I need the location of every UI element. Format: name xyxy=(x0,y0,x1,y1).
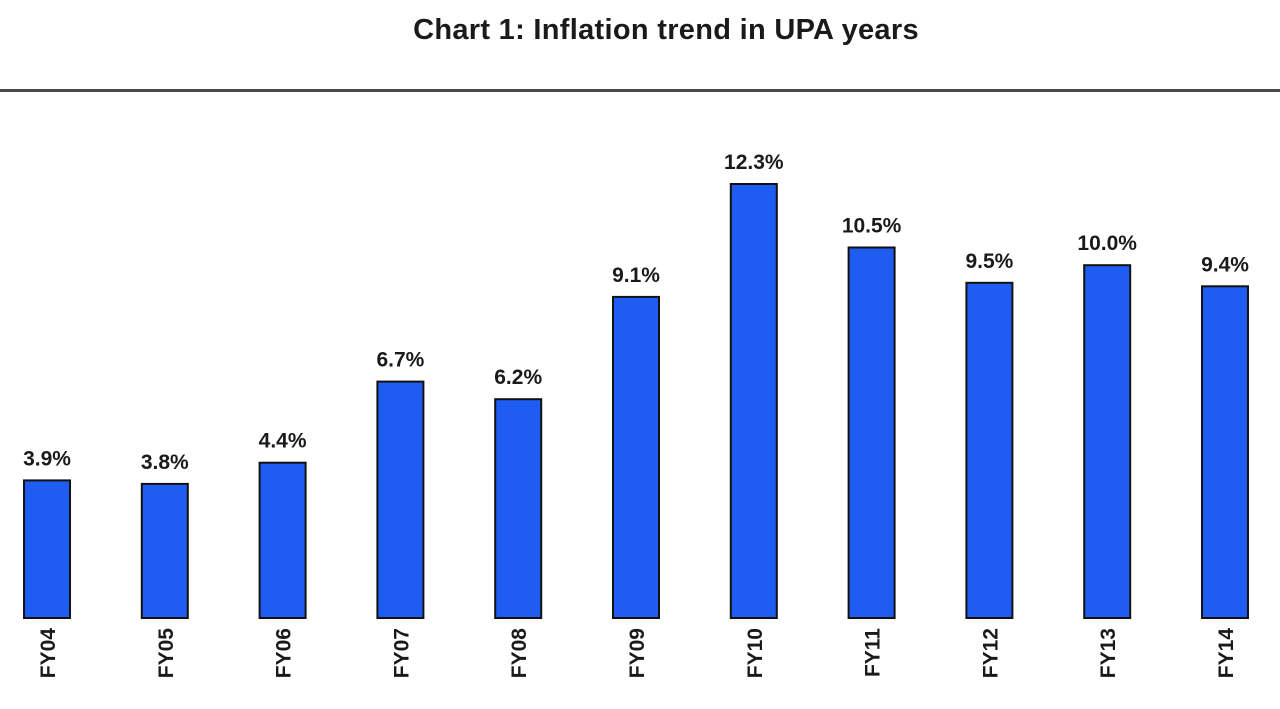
tick-label-fy10: FY10 xyxy=(744,628,767,678)
bar-fy13 xyxy=(1083,264,1132,619)
data-label-fy06: 4.4% xyxy=(259,430,307,453)
bar-fy06 xyxy=(258,461,307,620)
bar-fy08 xyxy=(494,398,543,620)
tick-label-fy08: FY08 xyxy=(508,628,531,679)
data-label-fy07: 6.7% xyxy=(376,349,424,372)
tick-label-fy12: FY12 xyxy=(979,628,1002,678)
data-label-fy08: 6.2% xyxy=(494,366,542,389)
tick-label-fy06: FY06 xyxy=(273,628,296,678)
title-divider xyxy=(0,89,1280,92)
data-label-fy10: 12.3% xyxy=(724,151,784,174)
data-label-fy04: 3.9% xyxy=(23,447,71,470)
data-label-fy11: 10.5% xyxy=(842,215,902,238)
bar-fy05 xyxy=(140,482,189,619)
bar-fy14 xyxy=(1201,285,1249,619)
data-label-fy12: 9.5% xyxy=(965,250,1013,273)
chart-title: Chart 1: Inflation trend in UPA years xyxy=(413,14,919,46)
tick-label-fy13: FY13 xyxy=(1097,628,1120,678)
tick-label-fy04: FY04 xyxy=(37,628,60,679)
data-label-fy09: 9.1% xyxy=(612,264,660,287)
data-label-fy05: 3.8% xyxy=(141,451,189,474)
bar-fy07 xyxy=(376,380,425,619)
data-label-fy13: 10.0% xyxy=(1077,232,1137,255)
bar-fy04 xyxy=(23,479,71,619)
bar-fy09 xyxy=(612,295,660,619)
tick-label-fy14: FY14 xyxy=(1215,628,1238,679)
tick-label-fy11: FY11 xyxy=(862,628,885,677)
bar-fy11 xyxy=(847,246,896,619)
tick-label-fy05: FY05 xyxy=(155,628,178,679)
bar-fy10 xyxy=(729,183,778,619)
tick-label-fy07: FY07 xyxy=(390,628,413,678)
tick-label-fy09: FY09 xyxy=(626,628,649,678)
bar-fy12 xyxy=(965,281,1014,619)
data-label-fy14: 9.4% xyxy=(1201,253,1249,276)
